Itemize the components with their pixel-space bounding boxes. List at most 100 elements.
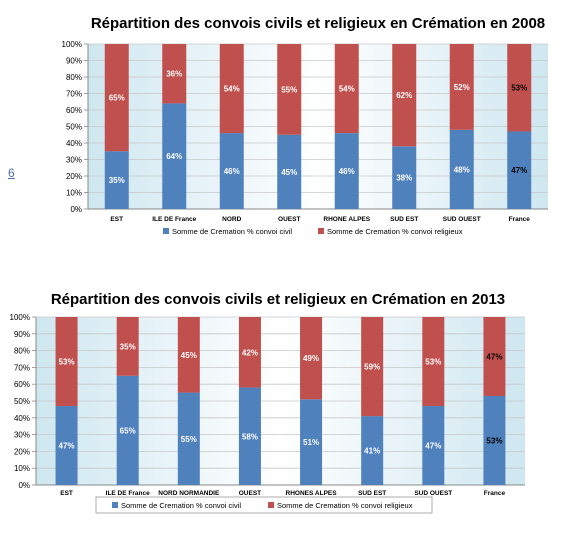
category-label: SUD EST	[390, 216, 418, 223]
data-label: 64%	[166, 152, 182, 161]
bar-civil-2	[116, 375, 139, 485]
legend-label: Somme de Cremation % convoi civil	[121, 501, 241, 510]
y-tick-label: 50%	[14, 397, 30, 406]
bar-religieux-2	[116, 317, 139, 376]
bar-religieux-4	[238, 317, 261, 388]
data-label: 52%	[454, 83, 470, 92]
category-label: SUD OUEST	[414, 490, 452, 497]
bar-religieux-5	[300, 317, 323, 400]
category-label: OUEST	[278, 216, 300, 223]
bar-civil-8	[507, 131, 532, 209]
bar-religieux-8	[507, 44, 532, 132]
page-number: 6	[8, 166, 15, 180]
data-label: 53%	[511, 84, 527, 93]
legend: Somme de Cremation % convoi civil Somme d…	[95, 496, 433, 514]
category-label: OUEST	[239, 490, 261, 497]
y-tick-label: 10%	[14, 464, 30, 473]
legend-label: Somme de Cremation % convoi religieux	[277, 501, 413, 510]
data-label: 46%	[339, 167, 355, 176]
bar-civil-3	[219, 133, 244, 209]
y-tick-label: 70%	[66, 90, 82, 99]
category-label: ILE DE France	[106, 490, 150, 497]
bar-religieux-7	[449, 44, 474, 130]
legend-swatch	[163, 228, 169, 234]
data-label: 47%	[486, 352, 502, 361]
data-label: 53%	[425, 358, 441, 367]
data-label: 48%	[454, 165, 470, 174]
data-label: 47%	[59, 442, 75, 451]
category-label: France	[509, 216, 531, 223]
y-tick-label: 50%	[66, 123, 82, 132]
data-label: 65%	[120, 426, 136, 435]
bar-civil-7	[422, 406, 445, 485]
bar-civil-4	[277, 134, 302, 209]
data-label: 59%	[364, 363, 380, 372]
y-tick-label: 70%	[14, 363, 30, 372]
y-tick-label: 90%	[14, 330, 30, 339]
bar-civil-5	[334, 133, 359, 209]
category-label: NORD	[222, 216, 241, 223]
category-label: SUD EST	[358, 490, 386, 497]
bar-religieux-2	[162, 44, 187, 104]
data-label: 53%	[486, 436, 502, 445]
data-label: 54%	[224, 85, 240, 94]
category-label: ILE DE France	[152, 216, 196, 223]
bar-religieux-4	[277, 44, 302, 135]
category-label: EST	[110, 216, 123, 223]
data-label: 55%	[181, 435, 197, 444]
bar-religieux-1	[104, 44, 129, 152]
category-label: RHONES ALPES	[286, 490, 338, 497]
bar-civil-2	[162, 103, 187, 209]
bar-religieux-1	[55, 317, 78, 407]
bar-civil-6	[392, 146, 417, 209]
data-label: 35%	[120, 342, 136, 351]
bar-religieux-5	[334, 44, 359, 134]
data-label: 47%	[511, 166, 527, 175]
y-tick-label: 20%	[14, 447, 30, 456]
bar-civil-6	[361, 416, 384, 485]
chart-title: Répartition des convois civils et religi…	[51, 291, 505, 308]
category-label: SUD OUEST	[443, 216, 481, 223]
data-label: 36%	[166, 70, 182, 79]
data-label: 46%	[224, 167, 240, 176]
category-label: EST	[60, 490, 73, 497]
data-label: 54%	[339, 85, 355, 94]
data-label: 45%	[281, 168, 297, 177]
bar-religieux-7	[422, 317, 445, 407]
legend-swatch	[268, 502, 274, 508]
bar-civil-4	[238, 387, 261, 485]
data-label: 53%	[59, 358, 75, 367]
category-label: France	[484, 490, 506, 497]
data-label: 55%	[281, 85, 297, 94]
legend-box	[95, 496, 433, 514]
legend-label: Somme de Cremation % convoi religieux	[327, 227, 463, 236]
legend-swatch	[318, 228, 324, 234]
y-tick-label: 60%	[14, 380, 30, 389]
bar-civil-1	[104, 151, 129, 209]
bar-civil-8	[483, 395, 506, 485]
y-tick-label: 100%	[10, 313, 30, 322]
y-tick-label: 0%	[70, 205, 82, 214]
legend-label: Somme de Cremation % convoi civil	[172, 227, 292, 236]
y-tick-label: 20%	[66, 172, 82, 181]
data-label: 42%	[242, 348, 258, 357]
data-label: 62%	[396, 91, 412, 100]
bar-religieux-8	[483, 317, 506, 396]
y-tick-label: 80%	[66, 73, 82, 82]
data-label: 58%	[242, 432, 258, 441]
data-label: 51%	[303, 438, 319, 447]
legend: Somme de Cremation % convoi civil Somme d…	[163, 227, 463, 236]
data-label: 35%	[109, 176, 125, 185]
category-label: RHONE ALPES	[323, 216, 370, 223]
y-tick-label: 10%	[66, 189, 82, 198]
bar-civil-3	[177, 392, 200, 485]
bar-civil-5	[300, 399, 323, 485]
bar-religieux-3	[177, 317, 200, 393]
bar-religieux-6	[361, 317, 384, 417]
y-tick-label: 0%	[18, 481, 30, 490]
bar-civil-1	[55, 406, 78, 485]
chart-1: Répartition des convois civils et religi…	[62, 15, 548, 236]
data-label: 65%	[109, 94, 125, 103]
bar-religieux-6	[392, 44, 417, 147]
